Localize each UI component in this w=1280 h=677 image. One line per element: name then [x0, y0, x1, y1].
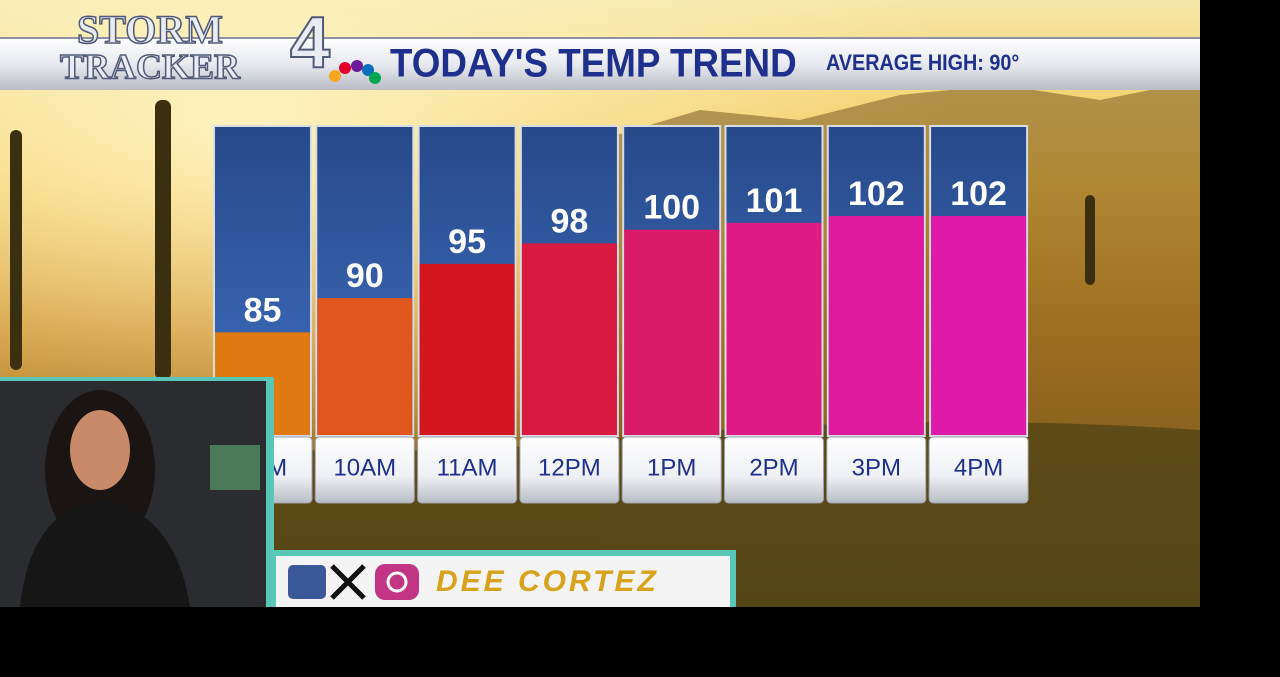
category-box: [724, 436, 824, 504]
instagram-icon: [375, 564, 419, 600]
presenter-name: DEE CORTEZ: [436, 565, 659, 598]
bar: [828, 215, 924, 435]
cactus: [155, 100, 171, 380]
category-box: [519, 436, 620, 504]
value-label: 98: [550, 202, 588, 240]
cactus: [10, 130, 22, 370]
logo-line1: STORM: [77, 7, 223, 52]
value-label: 100: [643, 189, 700, 227]
x-tick-label: 3PM: [852, 454, 901, 481]
category-box: [826, 436, 927, 504]
x-tick-label: 11AM: [437, 454, 498, 481]
logo-line2: TRACKER: [60, 46, 241, 86]
bar: [521, 243, 617, 435]
x-tick-label: 10AM: [333, 454, 396, 481]
nameplate: DEE CORTEZ: [266, 550, 736, 607]
value-label: 85: [244, 291, 282, 329]
presenter-inset: [0, 377, 274, 607]
x-tick-label: 1PM: [647, 454, 696, 481]
category-box: [314, 436, 415, 504]
category-box: [928, 436, 1029, 504]
bars: 859AM9010AM9511AM9812PM1001PM1012PM1023P…: [212, 125, 1029, 504]
value-label: 102: [950, 175, 1007, 213]
x-tick-label: 12PM: [538, 454, 601, 481]
value-label: 90: [346, 257, 384, 295]
logo-number: 4: [290, 3, 330, 83]
header-band: [0, 38, 1200, 90]
bar: [419, 263, 515, 435]
value-label: 95: [448, 223, 486, 261]
x-tick-label: 4PM: [954, 454, 1003, 481]
bar: [931, 215, 1027, 435]
bar: [726, 222, 822, 435]
category-box: [417, 436, 518, 504]
x-tick-label: 2PM: [749, 454, 798, 481]
chart-subtitle: AVERAGE HIGH: 90°: [826, 51, 1019, 75]
cactus: [1085, 195, 1095, 285]
facebook-icon: [288, 565, 326, 599]
value-label: 101: [746, 182, 803, 220]
peacock: [329, 60, 381, 84]
bar: [624, 229, 720, 435]
chart-title: TODAY'S TEMP TREND: [390, 41, 797, 86]
category-box: [621, 436, 722, 504]
x-icon: [330, 564, 366, 600]
value-label: 102: [848, 175, 905, 213]
bar: [317, 298, 413, 435]
